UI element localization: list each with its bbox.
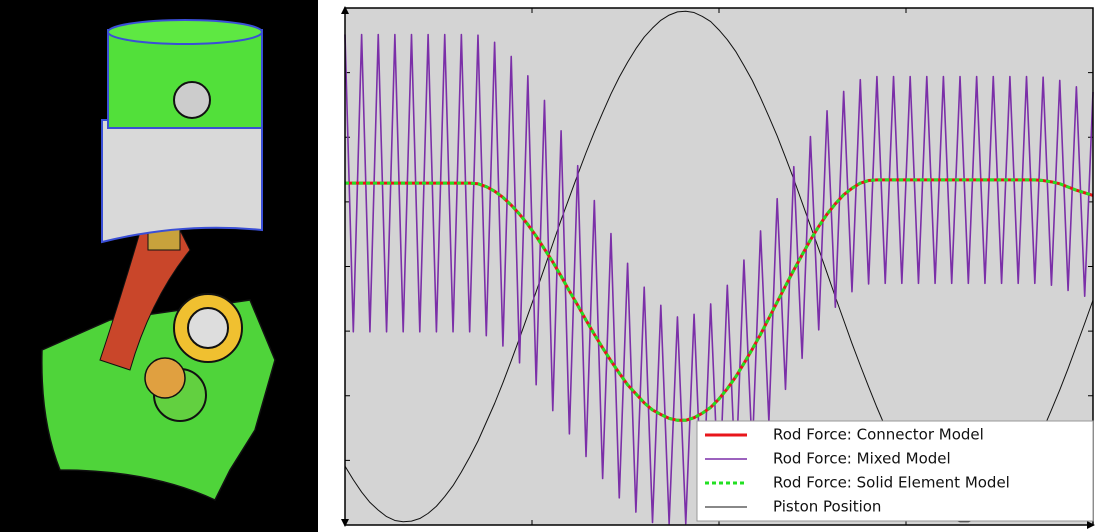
legend-label: Rod Force: Mixed Model <box>773 450 951 468</box>
piston-skirt <box>102 120 262 242</box>
legend-label: Piston Position <box>773 498 881 516</box>
wrist-pin <box>174 82 210 118</box>
plot: Rod Force: Connector Model Rod Force: Mix… <box>341 6 1095 529</box>
legend: Rod Force: Connector Model Rod Force: Mix… <box>697 421 1093 521</box>
fea-render <box>0 0 318 532</box>
journal-detail <box>145 358 185 398</box>
figure: Rod Force: Connector Model Rod Force: Mix… <box>0 0 1097 532</box>
legend-label: Rod Force: Connector Model <box>773 426 984 444</box>
legend-label: Rod Force: Solid Element Model <box>773 474 1010 492</box>
crank-pin <box>188 308 228 348</box>
page: Rod Force: Connector Model Rod Force: Mix… <box>0 0 1097 532</box>
piston-top <box>108 20 262 44</box>
